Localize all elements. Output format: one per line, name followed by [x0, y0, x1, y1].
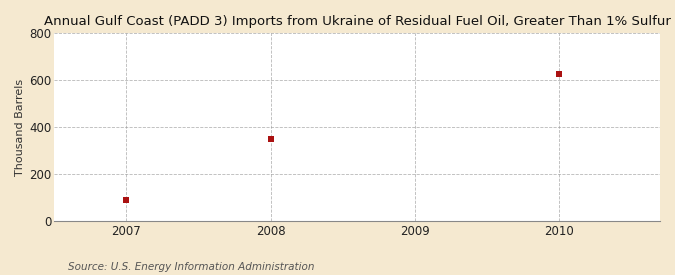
- Y-axis label: Thousand Barrels: Thousand Barrels: [15, 79, 25, 176]
- Point: [121, 198, 132, 202]
- Point: [554, 72, 564, 76]
- Text: Source: U.S. Energy Information Administration: Source: U.S. Energy Information Administ…: [68, 262, 314, 272]
- Point: [265, 137, 276, 141]
- Title: Annual Gulf Coast (PADD 3) Imports from Ukraine of Residual Fuel Oil, Greater Th: Annual Gulf Coast (PADD 3) Imports from …: [44, 15, 670, 28]
